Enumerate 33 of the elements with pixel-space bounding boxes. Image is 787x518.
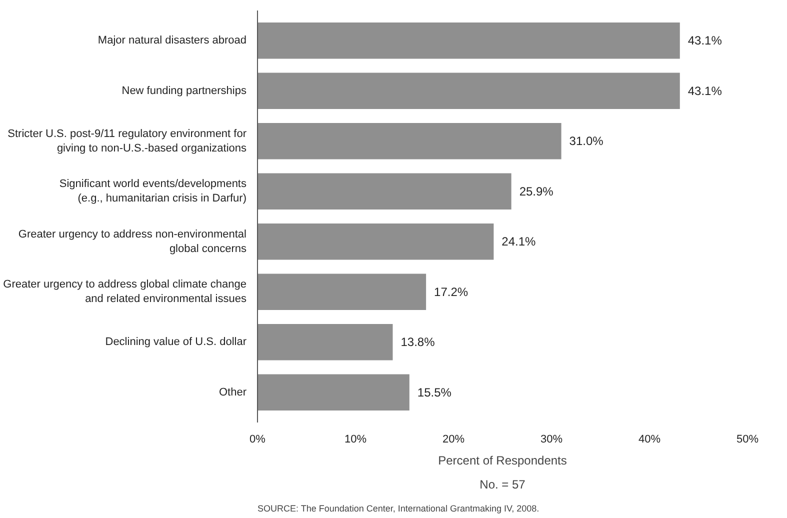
bar [258,274,426,310]
y-tick-label: Greater urgency to address non-environmental global concerns [18,228,247,255]
y-tick-label: Greater urgency to address global climate change and related environmental issues [3,278,247,306]
data-label: 15.5% [417,385,452,400]
bar [258,22,680,59]
y-tick-label: Other [218,386,247,398]
x-tick-label: 30% [540,434,563,446]
data-label: 17.2% [434,284,468,299]
bar [258,72,680,109]
x-tick-label: 20% [442,434,465,446]
x-tick-label: 10% [344,434,367,446]
data-label: 43.1% [688,34,722,48]
data-label: 31.0% [569,134,604,148]
bar [258,374,410,410]
y-tick-label: New funding partnerships [122,84,247,97]
bar [258,173,512,210]
data-label: 13.8% [400,335,436,350]
bar [258,123,562,160]
x-tick-label: 40% [638,434,661,446]
source-note: SOURCE: The Foundation Center, International Grantmaking IV, 2008. [258,504,540,514]
x-tick-label: 50% [736,434,759,446]
x-axis-title: Percent of Respondents [438,454,567,468]
bar [258,224,494,260]
data-label: 43.1% [688,84,722,98]
x-tick-label: 0% [250,434,266,446]
data-label: 24.1% [502,234,536,249]
data-label: 25.9% [519,184,554,198]
bar [258,324,393,360]
y-tick-label: Major natural disasters abroad [98,34,247,47]
y-tick-label: Declining value of U.S. dollar [105,336,247,348]
y-tick-label: Stricter U.S. post-9/11 regulatory environment for giving to non-U.S.-based organizations [8,128,247,154]
y-tick-label: Significant world events/developments (e.g., humanitarian crisis in Darfur) [59,178,247,205]
text: No. = 57 [480,478,526,492]
